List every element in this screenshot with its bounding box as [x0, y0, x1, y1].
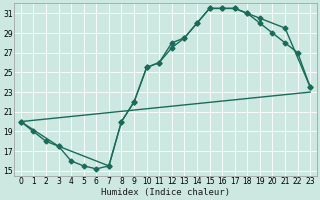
X-axis label: Humidex (Indice chaleur): Humidex (Indice chaleur) [101, 188, 230, 197]
